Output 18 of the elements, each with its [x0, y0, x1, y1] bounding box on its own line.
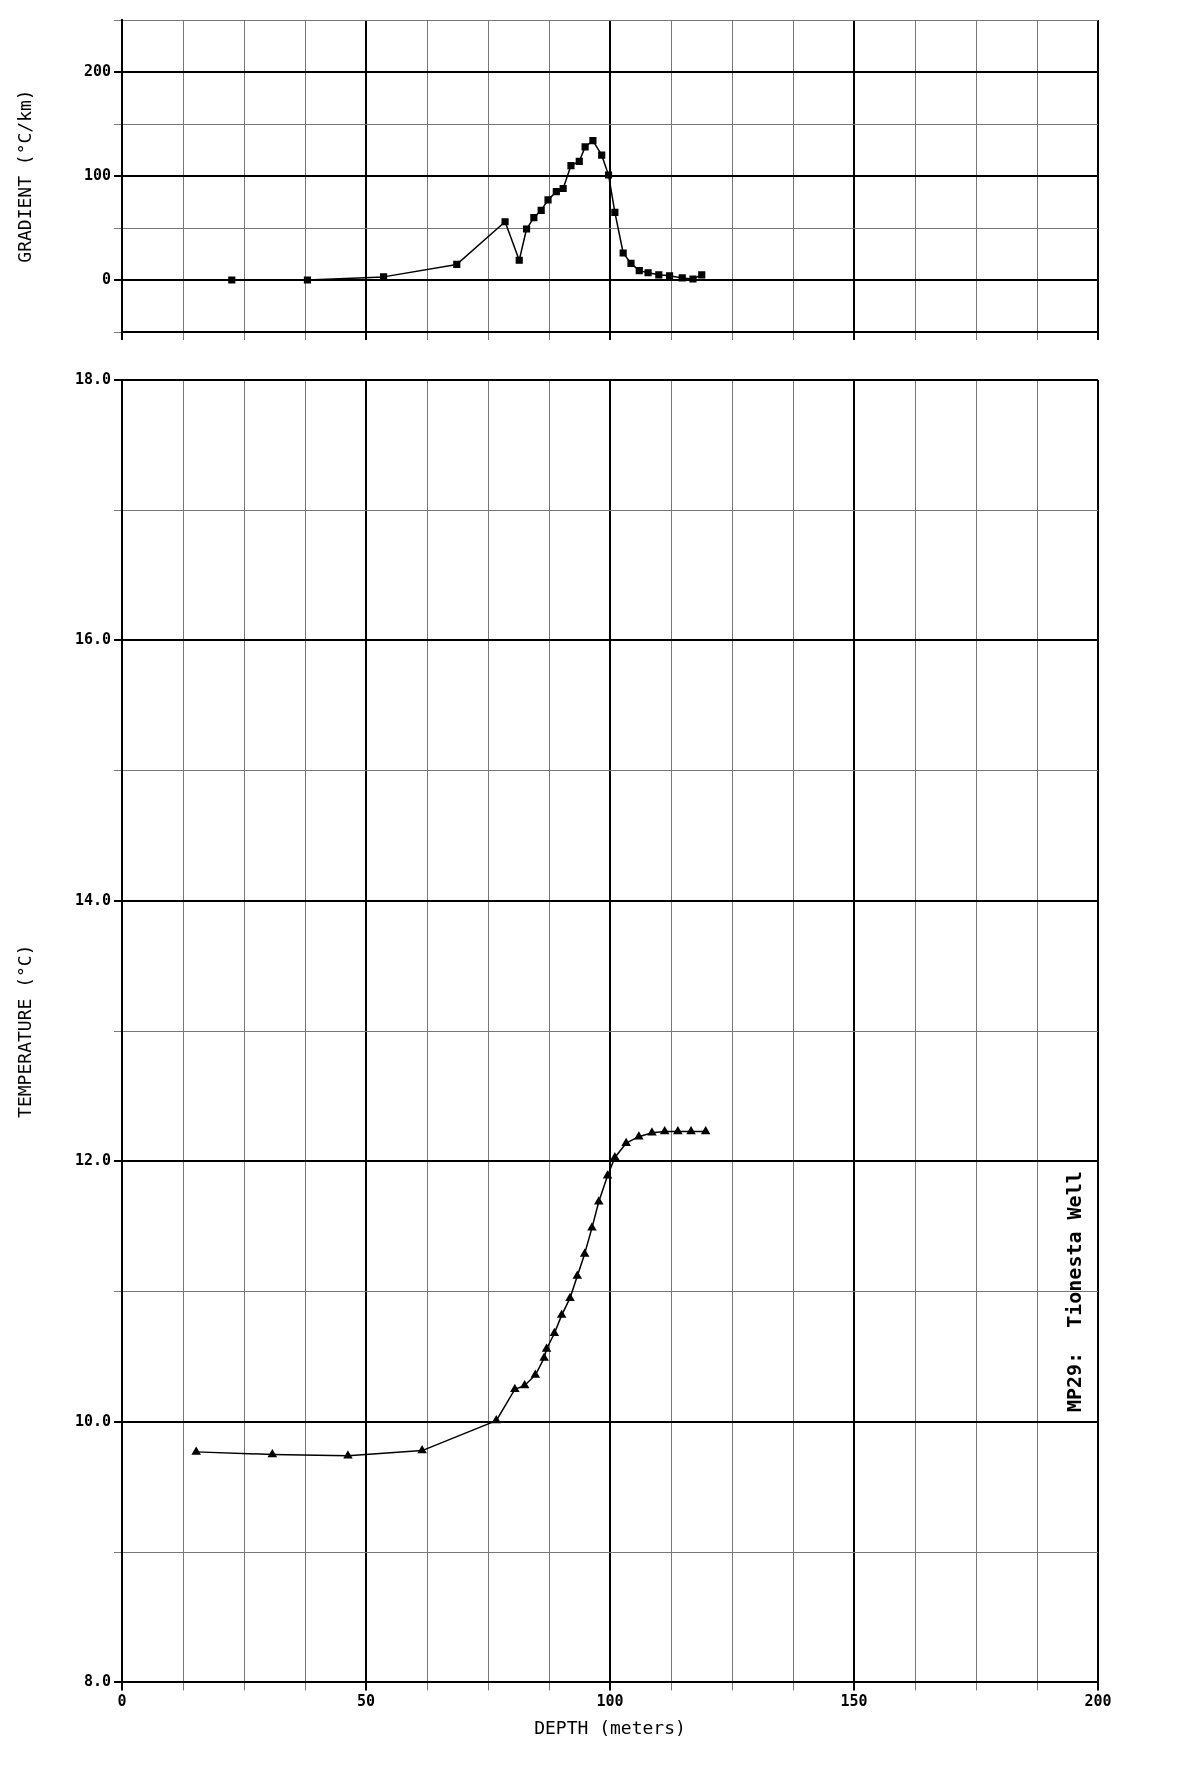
y-tick-label: 12.0	[74, 1151, 111, 1170]
x-axis-title: DEPTH (meters)	[534, 1716, 686, 1738]
y-tick-label: 100	[83, 165, 111, 184]
y-axis-title: GRADIENT (°C/km)	[14, 89, 36, 263]
x-tick-label: 200	[1084, 1692, 1112, 1711]
x-tick-label: 100	[596, 1692, 624, 1711]
y-tick-label: 18.0	[74, 369, 111, 388]
y-tick-label: 16.0	[74, 630, 111, 649]
x-tick-label: 50	[356, 1692, 376, 1711]
y-axis-title: TEMPERATURE (°C)	[14, 944, 36, 1118]
x-tick-label: 0	[117, 1692, 127, 1711]
y-tick-label: 10.0	[74, 1411, 111, 1430]
y-tick-label: 8.0	[83, 1672, 111, 1691]
y-tick-label: 14.0	[74, 890, 111, 909]
x-tick-label: 150	[840, 1692, 868, 1711]
y-tick-label: 0	[101, 269, 111, 288]
y-tick-label: 200	[83, 61, 111, 80]
annotation: MP29: Tionesta Well	[1062, 1171, 1087, 1413]
